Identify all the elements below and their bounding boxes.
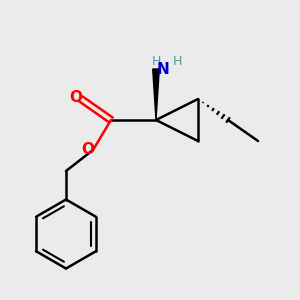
Text: O: O [69,90,82,105]
Text: H: H [172,55,182,68]
Text: O: O [81,142,94,158]
Polygon shape [153,69,159,120]
Text: H: H [151,55,161,68]
Text: N: N [157,61,170,76]
